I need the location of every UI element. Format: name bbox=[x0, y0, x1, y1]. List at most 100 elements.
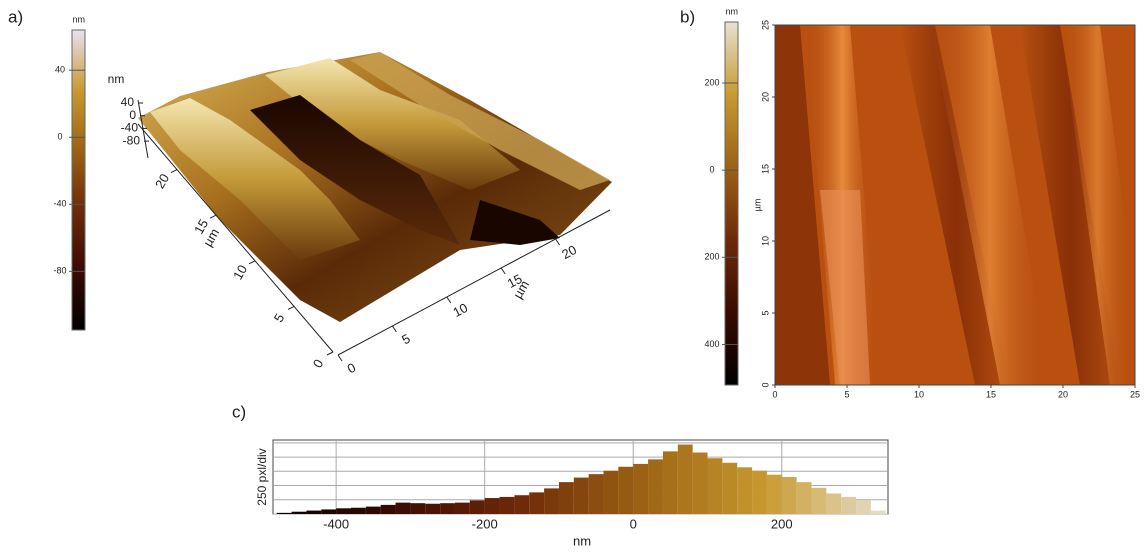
bar bbox=[499, 496, 515, 514]
y-axis-label: 250 pxl/div bbox=[255, 448, 269, 505]
bar bbox=[410, 503, 426, 514]
colorbar bbox=[71, 29, 86, 331]
z-tick-label: 40 bbox=[121, 95, 135, 109]
x-tick-label: -400 bbox=[323, 516, 349, 531]
panel-label: a) bbox=[8, 7, 23, 26]
axes-3d bbox=[137, 99, 611, 356]
bar bbox=[350, 507, 366, 514]
y-tick-label: 15 bbox=[760, 164, 770, 174]
bar bbox=[781, 477, 797, 514]
x-tick-label: 0 bbox=[772, 389, 777, 399]
y-tick bbox=[170, 169, 178, 174]
colorbar-tick-label: 40 bbox=[55, 65, 65, 75]
x-tick-label: 0 bbox=[630, 516, 637, 531]
colorbar-label: nm bbox=[73, 14, 86, 24]
bar bbox=[588, 474, 604, 514]
streak bbox=[1020, 25, 1120, 385]
x-tick-label: 5 bbox=[844, 389, 849, 399]
colorbar-label: nm bbox=[726, 6, 739, 16]
bar bbox=[648, 459, 663, 514]
afm-image bbox=[774, 24, 1136, 386]
x-tick-label: 15 bbox=[505, 271, 525, 291]
x-tick bbox=[391, 325, 397, 333]
y-tick bbox=[248, 260, 256, 265]
valley bbox=[470, 200, 560, 245]
colorbar-tick-label: -40 bbox=[53, 199, 66, 209]
bar bbox=[618, 466, 634, 514]
colorbar-tick-label: 200 bbox=[704, 252, 719, 262]
bar bbox=[395, 502, 411, 514]
bar bbox=[737, 467, 753, 514]
x-axis-line bbox=[337, 209, 611, 356]
bar bbox=[603, 470, 619, 514]
bar bbox=[558, 482, 574, 514]
streak bbox=[930, 25, 1050, 385]
bar bbox=[722, 462, 738, 514]
x-tick-label: 15 bbox=[986, 389, 996, 399]
y-tick-label: 0 bbox=[760, 382, 770, 387]
streak bbox=[820, 190, 870, 385]
valley bbox=[250, 95, 460, 245]
x-tick-label: 10 bbox=[450, 300, 470, 320]
bar bbox=[380, 504, 396, 514]
colorbar-tick-label: 0 bbox=[57, 132, 62, 142]
x-tick-label: 25 bbox=[1130, 389, 1140, 399]
colorbar-tick-label: -80 bbox=[53, 266, 66, 276]
panel-label: c) bbox=[232, 402, 246, 421]
bar bbox=[529, 492, 545, 514]
bar bbox=[677, 444, 693, 514]
streak bbox=[1060, 25, 1135, 385]
y-tick-label: 0 bbox=[310, 357, 327, 371]
x-tick-label: 5 bbox=[399, 331, 412, 348]
y-tick-label: 20 bbox=[760, 92, 770, 102]
bar bbox=[291, 511, 307, 514]
bar bbox=[544, 488, 559, 514]
x-tick bbox=[555, 238, 561, 246]
colorbar-tick-label: 200 bbox=[704, 77, 719, 87]
bar bbox=[841, 496, 857, 514]
y-tick-label: 10 bbox=[760, 236, 770, 246]
bar bbox=[707, 458, 723, 514]
bar bbox=[321, 509, 337, 514]
y-tick bbox=[209, 214, 217, 219]
x-tick-label: 20 bbox=[559, 242, 579, 262]
x-tick bbox=[446, 296, 452, 304]
z-tick-label: 0 bbox=[129, 108, 136, 122]
image-border bbox=[774, 24, 1136, 386]
bar bbox=[766, 474, 782, 514]
x-tick bbox=[500, 267, 506, 275]
y-tick-label: 5 bbox=[271, 311, 288, 325]
surface bbox=[138, 52, 612, 322]
y-tick-label: 5 bbox=[760, 310, 770, 315]
bar bbox=[826, 493, 842, 514]
y-tick-label: 20 bbox=[152, 171, 172, 191]
x-tick-label: 200 bbox=[771, 516, 793, 531]
bar bbox=[692, 452, 708, 514]
y-axis-label: µm bbox=[752, 199, 762, 212]
bar bbox=[336, 508, 351, 514]
ridge bbox=[150, 98, 360, 260]
bar bbox=[573, 477, 589, 514]
x-tick-label: -200 bbox=[472, 516, 498, 531]
bar bbox=[633, 463, 649, 514]
ridge bbox=[350, 52, 610, 190]
x-tick-label: 20 bbox=[1058, 389, 1068, 399]
colorbar-tick-label: 0 bbox=[709, 165, 714, 175]
z-axis-label: nm bbox=[108, 72, 125, 86]
colorbar bbox=[724, 21, 739, 386]
y-tick-label: 25 bbox=[760, 20, 770, 30]
x-tick bbox=[337, 354, 343, 362]
bar bbox=[811, 487, 827, 514]
bar bbox=[484, 498, 500, 514]
x-tick-label: 10 bbox=[914, 389, 924, 399]
y-tick bbox=[326, 351, 334, 356]
y-tick bbox=[287, 305, 295, 310]
bar bbox=[514, 495, 530, 514]
z-tick-label: -80 bbox=[123, 133, 141, 147]
y-axis-line bbox=[137, 123, 334, 353]
z-tick-label: -40 bbox=[121, 121, 139, 135]
bar bbox=[796, 482, 812, 514]
panel-label: b) bbox=[680, 7, 695, 26]
ridge bbox=[265, 58, 520, 190]
